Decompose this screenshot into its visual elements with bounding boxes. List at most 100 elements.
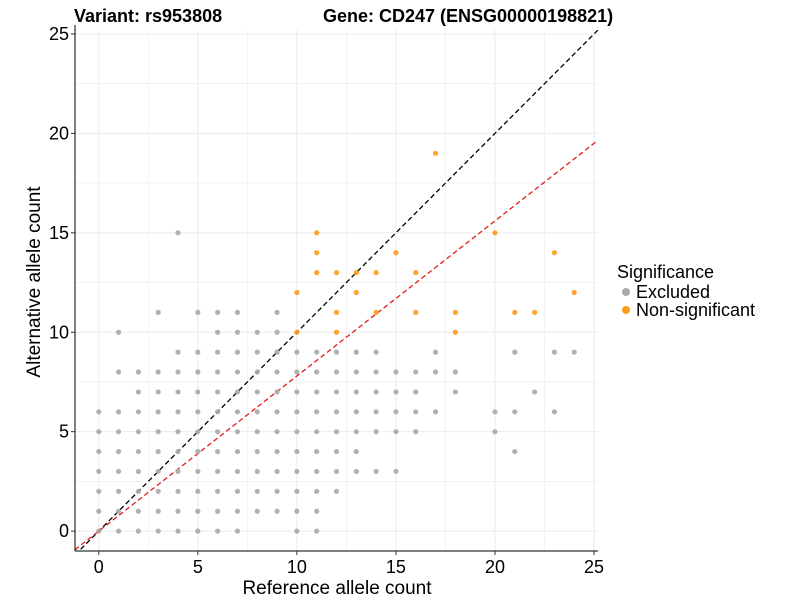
x-tick-label: 25 bbox=[584, 557, 604, 577]
point-excluded bbox=[571, 349, 577, 355]
point-excluded bbox=[115, 508, 122, 514]
point-excluded bbox=[195, 349, 201, 355]
point-excluded bbox=[314, 468, 320, 475]
point-excluded bbox=[215, 429, 221, 435]
point-excluded bbox=[96, 468, 102, 475]
y-axis-title: Alternative allele count bbox=[24, 186, 45, 378]
point-excluded bbox=[234, 528, 241, 534]
point-excluded bbox=[215, 468, 221, 475]
legend-swatch-excluded bbox=[622, 288, 630, 296]
point-excluded bbox=[215, 448, 221, 455]
point-excluded bbox=[333, 389, 340, 395]
point-excluded bbox=[175, 409, 181, 415]
point-excluded bbox=[96, 528, 102, 534]
point-non-significant bbox=[353, 289, 359, 296]
point-excluded bbox=[175, 528, 181, 534]
point-excluded bbox=[294, 389, 300, 395]
point-excluded bbox=[234, 349, 241, 355]
point-excluded bbox=[314, 488, 320, 494]
point-excluded bbox=[294, 468, 300, 475]
point-excluded bbox=[333, 369, 340, 375]
point-excluded bbox=[294, 508, 300, 514]
point-excluded bbox=[274, 508, 280, 514]
point-excluded bbox=[195, 488, 201, 494]
reference-lines bbox=[75, 30, 598, 551]
point-excluded bbox=[373, 369, 379, 375]
point-excluded bbox=[175, 349, 181, 355]
point-excluded bbox=[115, 448, 122, 455]
point-excluded bbox=[274, 309, 280, 315]
point-excluded bbox=[175, 508, 181, 514]
point-excluded bbox=[135, 409, 141, 415]
point-excluded bbox=[393, 468, 399, 475]
point-excluded bbox=[175, 429, 181, 435]
point-excluded bbox=[373, 468, 379, 475]
point-excluded bbox=[254, 349, 260, 355]
point-excluded bbox=[96, 448, 102, 455]
x-tick-label: 5 bbox=[193, 557, 203, 577]
point-excluded bbox=[155, 369, 161, 375]
point-non-significant bbox=[294, 329, 300, 335]
point-excluded bbox=[115, 528, 122, 534]
point-excluded bbox=[115, 329, 122, 335]
legend-swatch-non-significant bbox=[622, 306, 630, 314]
point-non-significant bbox=[571, 289, 577, 296]
point-excluded bbox=[155, 448, 161, 455]
point-excluded bbox=[413, 369, 419, 375]
point-excluded bbox=[215, 488, 221, 494]
point-excluded bbox=[551, 409, 558, 415]
point-excluded bbox=[274, 389, 280, 395]
chart-title-gene: Gene: CD247 (ENSG00000198821) bbox=[323, 6, 613, 26]
point-excluded bbox=[373, 349, 379, 355]
point-excluded bbox=[115, 468, 122, 475]
point-excluded bbox=[155, 409, 161, 415]
y-tick-label: 5 bbox=[59, 422, 69, 442]
point-non-significant bbox=[314, 230, 320, 236]
point-excluded bbox=[314, 369, 320, 375]
tick-labels: 0 5 10 15 20 25 0 5 10 15 20 25 bbox=[49, 24, 604, 577]
point-excluded bbox=[155, 309, 161, 315]
point-excluded bbox=[512, 448, 518, 455]
point-excluded bbox=[353, 389, 359, 395]
point-excluded bbox=[135, 389, 141, 395]
legend-title: Significance bbox=[617, 262, 714, 282]
point-excluded bbox=[452, 389, 458, 395]
point-excluded bbox=[155, 508, 161, 514]
point-excluded bbox=[333, 409, 340, 415]
point-excluded bbox=[294, 409, 300, 415]
y-tick-label: 20 bbox=[49, 123, 69, 143]
point-excluded bbox=[373, 409, 379, 415]
chart-title-variant: Variant: rs953808 bbox=[74, 6, 222, 26]
point-excluded bbox=[413, 429, 419, 435]
point-excluded bbox=[155, 488, 161, 494]
point-excluded bbox=[294, 448, 300, 455]
point-excluded bbox=[432, 369, 439, 375]
point-excluded bbox=[413, 389, 419, 395]
point-excluded bbox=[254, 508, 260, 514]
point-excluded bbox=[432, 349, 439, 355]
x-tick-label: 0 bbox=[94, 557, 104, 577]
point-excluded bbox=[314, 448, 320, 455]
x-axis-title: Reference allele count bbox=[242, 578, 432, 599]
point-excluded bbox=[314, 429, 320, 435]
point-non-significant bbox=[452, 309, 458, 315]
point-excluded bbox=[135, 468, 141, 475]
point-excluded bbox=[274, 329, 280, 335]
axes bbox=[71, 25, 598, 555]
point-excluded bbox=[512, 349, 518, 355]
point-excluded bbox=[135, 429, 141, 435]
reference-line-ratio bbox=[75, 139, 598, 551]
point-excluded bbox=[314, 508, 320, 514]
point-excluded bbox=[135, 488, 141, 494]
point-excluded bbox=[175, 488, 181, 494]
point-non-significant bbox=[413, 309, 419, 315]
point-excluded bbox=[175, 468, 181, 475]
point-excluded bbox=[254, 448, 260, 455]
point-excluded bbox=[274, 429, 280, 435]
point-excluded bbox=[333, 468, 340, 475]
point-excluded bbox=[314, 349, 320, 355]
point-excluded bbox=[234, 468, 241, 475]
point-excluded bbox=[175, 448, 181, 455]
point-excluded bbox=[215, 309, 221, 315]
